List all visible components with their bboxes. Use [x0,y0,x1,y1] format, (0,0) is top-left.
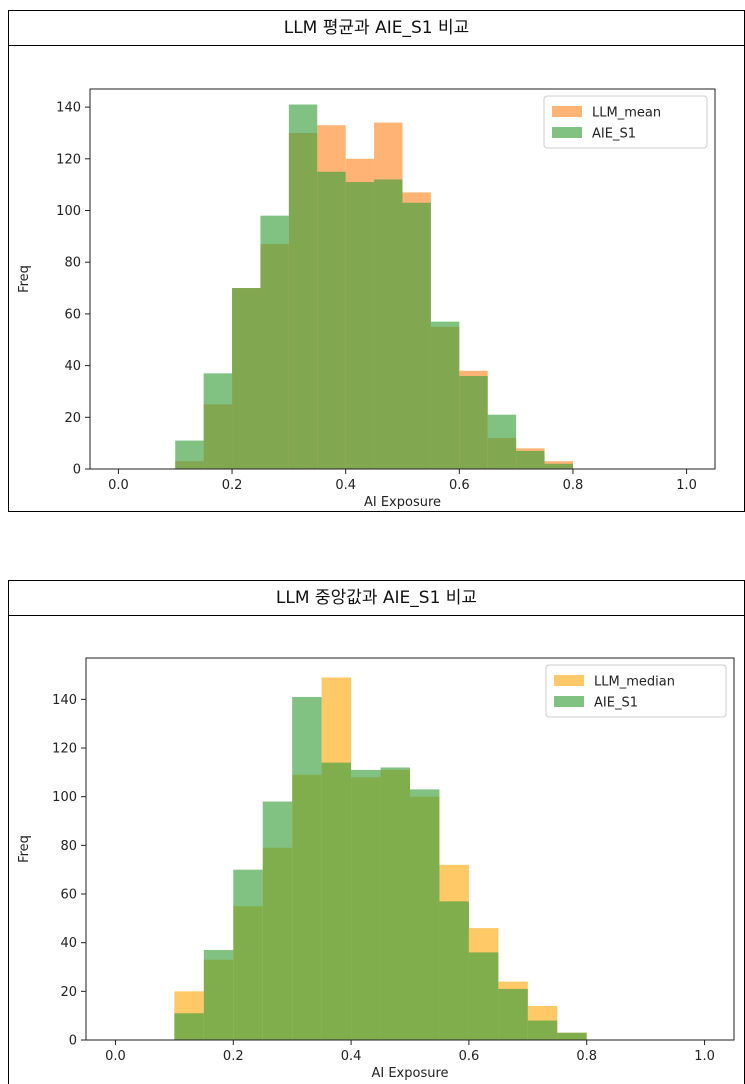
chart-panel-mean: LLM 평균과 AIE_S1 비교 0.0 0.2 0.4 0.6 0.8 1.0 0 20 4… [8,10,745,512]
bar-AIE_S1-11 [498,988,528,1040]
bar-AIE_S1-13 [544,463,573,469]
y-axis-label: Freq [17,835,32,863]
legend-label-AIE_S1: AIE_S1 [592,127,636,142]
panel-title-mean: LLM 평균과 AIE_S1 비교 [9,11,744,46]
y-tick-label: 0 [73,463,81,478]
bar-AIE_S1-3 [260,215,289,469]
bar-AIE_S1-0 [175,440,204,469]
legend-label-LLM_median: LLM_median [594,675,675,690]
y-axis-label: Freq [17,265,32,293]
legend-swatch-LLM_mean [552,106,582,117]
bar-AIE_S1-4 [288,104,318,470]
bar-AIE_S1-13 [557,1032,587,1040]
x-tick-label: 0.0 [105,1049,126,1064]
series-AIE_S1 [174,696,587,1040]
legend-label-AIE_S1: AIE_S1 [594,696,638,711]
legend-swatch-LLM_median [554,675,584,686]
legend: LLM_median AIE_S1 [545,664,727,718]
series-AIE_S1 [175,104,573,470]
legend-box [545,664,727,718]
y-tick-label: 80 [64,256,81,271]
plot-frame [85,657,735,1041]
x-axis-label: AI Exposure [371,1066,448,1081]
x-tick-label: 0.8 [563,478,584,493]
histogram-median: 0.0 0.2 0.4 0.6 0.8 1.0 0 20 40 60 80 100 120 140 AI E… [17,657,735,1081]
bar-AIE_S1-1 [203,949,234,1040]
x-tick-label: 1.0 [676,478,697,493]
x-axis-label: AI Exposure [364,495,441,510]
legend: LLM_mean AIE_S1 [543,95,708,149]
legend-swatch-AIE_S1 [554,696,584,707]
y-tick-label: 100 [56,204,81,219]
y-tick-label: 120 [56,152,81,167]
bar-AIE_S1-5 [321,762,352,1040]
bar-AIE_S1-9 [439,901,469,1040]
bar-AIE_S1-2 [232,288,261,469]
x-tick-label: 0.4 [341,1049,362,1064]
y-tick-label: 40 [64,359,81,374]
bar-AIE_S1-6 [345,182,375,469]
panel-title-median: LLM 중앙값과 AIE_S1 비교 [9,581,744,616]
y-tick-label: 40 [60,936,77,951]
y-tick-label: 100 [52,790,77,805]
y-tick-label: 20 [60,985,77,1000]
x-tick-label: 0.2 [222,478,243,493]
bar-AIE_S1-7 [374,179,403,469]
x-tick-label: 1.0 [694,1049,715,1064]
x-tick-label: 0.2 [223,1049,244,1064]
bar-AIE_S1-1 [203,373,233,469]
bar-AIE_S1-12 [516,450,545,469]
histogram-mean: 0.0 0.2 0.4 0.6 0.8 1.0 0 20 40 60 80 100 120 140 AI E… [17,88,716,510]
bar-AIE_S1-2 [233,869,263,1040]
x-tick-label: 0.8 [576,1049,597,1064]
x-tick-label: 0.4 [335,478,356,493]
legend-swatch-AIE_S1 [552,127,582,138]
bar-AIE_S1-7 [380,767,410,1040]
y-tick-label: 120 [52,742,77,757]
bar-AIE_S1-10 [459,375,488,469]
bar-AIE_S1-11 [487,414,517,469]
y-tick-label: 0 [69,1034,77,1049]
bar-AIE_S1-9 [430,321,460,469]
bar-AIE_S1-4 [292,696,322,1040]
plot-frame [89,88,716,470]
bar-AIE_S1-3 [262,801,293,1040]
y-tick-label: 20 [64,411,81,426]
y-tick-label: 140 [52,693,77,708]
legend-label-LLM_mean: LLM_mean [592,106,661,121]
chart-panel-median: LLM 중앙값과 AIE_S1 비교 0.0 0.2 0.4 0.6 0.8 1.0 0 20… [8,580,745,1084]
y-tick-label: 140 [56,101,81,116]
bar-AIE_S1-6 [351,769,381,1040]
x-tick-label: 0.6 [449,478,470,493]
legend-box [543,95,708,149]
y-tick-label: 60 [60,888,77,903]
bar-AIE_S1-0 [174,1013,204,1040]
x-tick-label: 0.0 [108,478,129,493]
y-tick-label: 60 [64,307,81,322]
bar-AIE_S1-5 [317,171,346,470]
bar-AIE_S1-10 [468,952,499,1040]
bar-AIE_S1-8 [402,202,431,469]
bar-AIE_S1-12 [527,1020,558,1040]
x-tick-label: 0.6 [459,1049,480,1064]
bar-AIE_S1-8 [410,789,440,1040]
y-tick-label: 80 [60,839,77,854]
